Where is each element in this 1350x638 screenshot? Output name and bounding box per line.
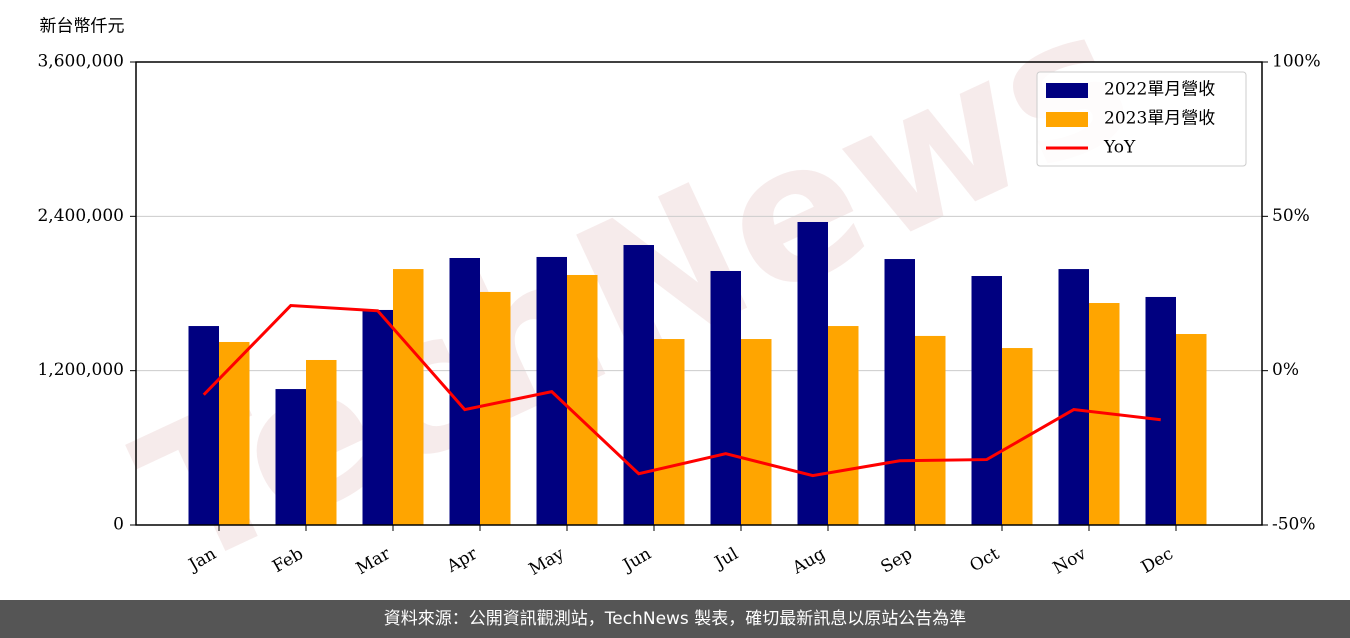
x-tick-label: Aug	[788, 544, 829, 579]
y-tick-label: 3,600,000	[37, 52, 124, 72]
bar	[1058, 269, 1089, 525]
bar	[188, 326, 219, 525]
x-tick-label: Nov	[1050, 544, 1090, 579]
bar	[1176, 334, 1207, 525]
bar	[219, 341, 250, 525]
x-tick-label: Jun	[618, 544, 655, 577]
legend-swatch	[1046, 112, 1088, 127]
legend-box	[1036, 71, 1247, 167]
bar	[654, 339, 685, 525]
bar	[393, 269, 424, 525]
y-tick-label: 0	[113, 515, 124, 535]
legend: 2022單月營收 2023單月營收 YoY	[1036, 71, 1247, 167]
bar	[915, 335, 946, 525]
legend-label: 2022單月營收	[1104, 80, 1215, 100]
yoy-line	[202, 303, 1161, 478]
bar	[1145, 296, 1176, 525]
y-axis-label: 新台幣仟元	[40, 17, 125, 37]
bar	[710, 270, 741, 525]
plot-frame	[135, 61, 1263, 526]
bar	[828, 326, 859, 525]
y-tick-label: 1,200,000	[37, 360, 124, 380]
bar	[567, 274, 598, 525]
bar	[362, 309, 393, 525]
x-tick-label: Mar	[353, 543, 395, 579]
footer-bar	[0, 600, 1350, 638]
y2-tick-label: 100%	[1272, 52, 1321, 72]
bar	[275, 389, 306, 525]
x-tick-label: Dec	[1138, 544, 1177, 578]
legend-label: YoY	[1103, 138, 1136, 158]
y2-tick-label: -50%	[1272, 515, 1316, 535]
x-tick-label: Sep	[878, 544, 916, 578]
bar	[623, 245, 654, 525]
bar	[971, 276, 1002, 525]
y2-tick-label: 50%	[1272, 206, 1310, 226]
y-tick-label: 2,400,000	[37, 206, 124, 226]
bar	[480, 291, 511, 525]
bar	[797, 221, 828, 525]
bar	[449, 258, 480, 525]
footer: 資料來源：公開資訊觀測站，TechNews 製表，確切最新訊息以原站公告為準	[384, 609, 966, 629]
x-tick-label: Apr	[443, 543, 482, 577]
x-tick-label: Jul	[710, 544, 742, 574]
bar	[884, 259, 915, 525]
legend-swatch	[1046, 83, 1088, 98]
bar	[741, 339, 772, 525]
x-tick-label: Oct	[967, 544, 1003, 577]
legend-label: 2023單月營收	[1104, 109, 1215, 129]
x-tick-label: May	[526, 544, 569, 580]
bar	[306, 359, 337, 525]
y2-tick-label: 0%	[1272, 360, 1299, 380]
